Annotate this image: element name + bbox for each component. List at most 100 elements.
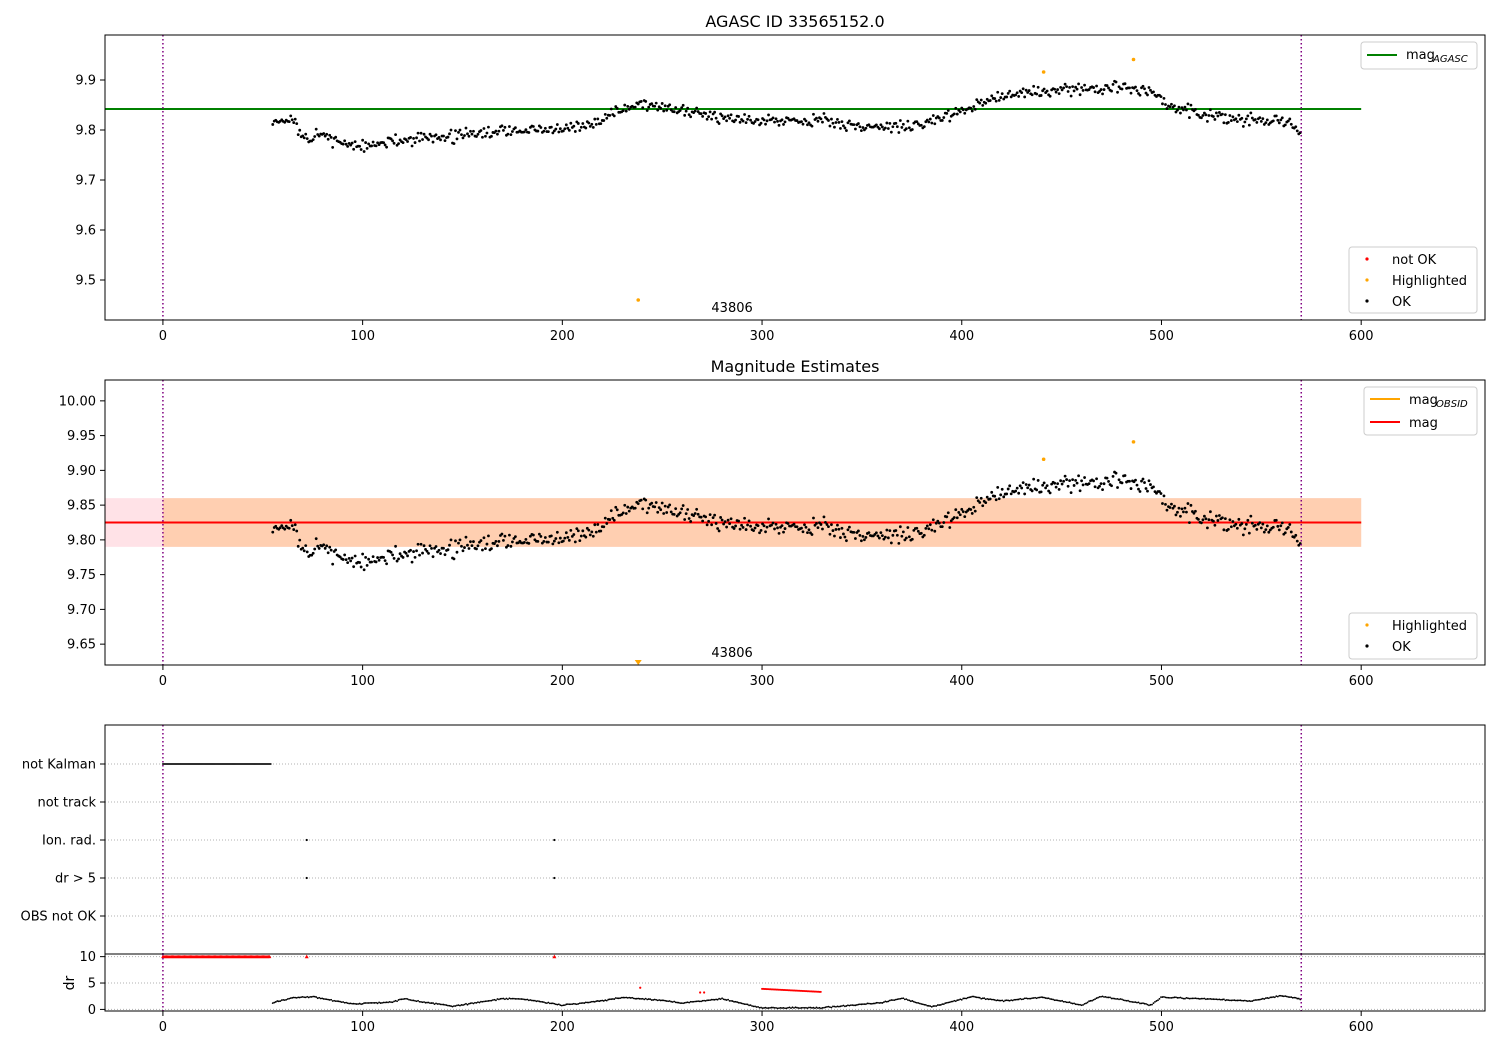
- ok-point: [377, 143, 381, 147]
- dr-ok-point: [1148, 1004, 1150, 1007]
- ok-point: [774, 117, 778, 121]
- dr-ok-point: [1019, 997, 1022, 1000]
- dr-ok-point: [679, 1002, 682, 1005]
- dr-ok-point: [408, 998, 410, 1001]
- ok-point: [681, 103, 685, 107]
- ok-point: [1170, 102, 1173, 106]
- ok-point: [973, 107, 977, 111]
- ok-point: [1081, 483, 1085, 487]
- dr-ok-point: [526, 998, 529, 1001]
- ok-point: [1017, 491, 1021, 495]
- dr-ok-point: [1097, 996, 1099, 999]
- dr-ok-point: [554, 1003, 557, 1006]
- ok-point: [1255, 121, 1259, 124]
- ok-point: [1211, 115, 1215, 118]
- ok-point: [1216, 114, 1220, 118]
- highlighted-point: [636, 298, 641, 302]
- dr-ok-point: [1269, 996, 1272, 999]
- ok-point: [467, 134, 471, 138]
- dr-ok-point: [1230, 999, 1233, 1002]
- ok-point: [970, 512, 974, 515]
- dr-ok-point: [971, 995, 974, 998]
- ok-point: [904, 127, 908, 131]
- dr-ok-point: [710, 998, 713, 1001]
- ok-point: [879, 531, 883, 535]
- ok-point: [969, 106, 973, 110]
- ok-point: [864, 126, 868, 130]
- ok-point: [481, 135, 484, 139]
- dr-ok-point: [1119, 998, 1122, 1000]
- dr-ok-point: [524, 998, 527, 1001]
- dr-ok-point: [784, 1007, 786, 1010]
- ok-point: [627, 107, 631, 111]
- ok-point: [1035, 92, 1039, 96]
- dr-ok-point: [1083, 1003, 1086, 1005]
- ok-point: [365, 146, 369, 150]
- dr-ok-point: [751, 1005, 753, 1007]
- ok-point: [1026, 486, 1030, 490]
- dr-ok-point: [315, 996, 318, 998]
- dr-ok-point: [478, 1001, 481, 1004]
- ok-point: [1068, 85, 1072, 89]
- dr-ok-point: [881, 1002, 884, 1004]
- dr-ok-point: [373, 1002, 376, 1004]
- ok-point: [830, 523, 833, 527]
- ok-point: [1222, 121, 1226, 125]
- dr-ok-point: [1239, 999, 1242, 1002]
- dr-ok-point: [1225, 999, 1228, 1001]
- dr-ok-point: [671, 1001, 674, 1003]
- dr-ok-point: [775, 1006, 777, 1009]
- ok-point: [842, 532, 845, 536]
- ok-point: [924, 526, 928, 530]
- ok-point: [752, 529, 755, 533]
- ok-point: [737, 519, 740, 523]
- ok-point: [928, 117, 932, 121]
- dr-ok-point: [722, 998, 725, 1001]
- ok-point: [877, 536, 881, 540]
- dr-ok-point: [781, 1007, 783, 1009]
- ok-point: [564, 123, 568, 127]
- ok-point: [349, 559, 353, 563]
- dr-ok-point: [839, 1005, 842, 1008]
- dr-ok-point: [704, 999, 707, 1002]
- ok-point: [741, 526, 745, 529]
- dr-ok-point: [274, 1001, 277, 1003]
- ok-point: [469, 540, 472, 544]
- ok-point: [1095, 84, 1098, 88]
- dr-ok-point: [1139, 1002, 1141, 1005]
- ok-point: [524, 537, 528, 541]
- ok-point: [1171, 506, 1175, 510]
- ok-point: [1008, 484, 1012, 488]
- y-tick-label: 9.90: [67, 464, 96, 479]
- dr-ok-point: [420, 1001, 422, 1003]
- legend-marker: [1365, 299, 1369, 303]
- ok-point: [1274, 518, 1278, 522]
- dr-ok-point: [625, 996, 628, 999]
- dr-ok-point: [787, 1006, 789, 1009]
- ok-point: [720, 114, 724, 118]
- dr-ok-point: [989, 998, 992, 1001]
- ok-point: [659, 106, 663, 110]
- dr-ok-point: [595, 1000, 598, 1003]
- ok-point: [439, 552, 442, 555]
- ok-point: [1197, 518, 1200, 521]
- ok-point: [481, 548, 484, 552]
- x-tick-label: 0: [159, 674, 167, 689]
- ok-point: [1087, 482, 1091, 486]
- ok-point: [328, 545, 332, 549]
- dr-ok-point: [905, 998, 908, 1001]
- ok-point: [1244, 523, 1248, 526]
- ok-point: [821, 120, 824, 124]
- ok-point: [443, 553, 447, 557]
- x-tick-label: 600: [1349, 1020, 1374, 1035]
- ok-point: [1280, 116, 1284, 120]
- dr-ok-point: [453, 1005, 455, 1007]
- ok-point: [398, 552, 402, 556]
- ok-point: [928, 523, 932, 527]
- ok-point: [915, 120, 919, 124]
- dr-ok-point: [887, 1000, 890, 1003]
- ok-point: [371, 555, 375, 559]
- highlighted-point: [1041, 457, 1046, 462]
- ok-point: [1092, 479, 1095, 483]
- dr-ok-point: [1071, 1002, 1074, 1005]
